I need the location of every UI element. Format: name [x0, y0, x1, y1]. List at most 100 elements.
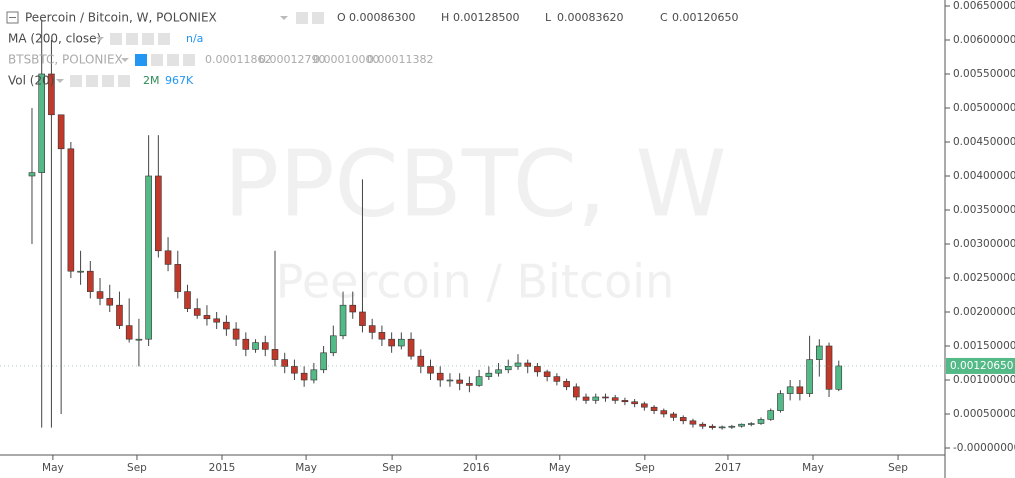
indicator-icon[interactable]	[167, 54, 179, 66]
indicator-name[interactable]: Vol (20)	[8, 74, 54, 88]
candle-body	[524, 362, 532, 367]
y-tick-label: 0.00250000	[953, 272, 1015, 284]
candle-body	[339, 304, 347, 337]
dropdown-arrow[interactable]	[121, 58, 129, 62]
candle-body	[806, 359, 813, 394]
settings-icon[interactable]	[296, 12, 308, 24]
x-tick-label: Sep	[127, 462, 147, 474]
dropdown-arrow[interactable]	[56, 79, 64, 83]
x-tick-label: May	[42, 462, 64, 474]
indicator-value: 0.00012790	[259, 53, 325, 66]
indicator-icon[interactable]	[102, 75, 114, 87]
indicator-icon[interactable]	[142, 33, 154, 45]
candle-body	[203, 315, 211, 320]
y-tick-label: -0.00000000	[953, 442, 1015, 454]
indicator-icon[interactable]	[183, 54, 195, 66]
candle-body	[514, 362, 522, 367]
x-tick-label: 2017	[715, 462, 742, 474]
candle-body	[155, 175, 162, 252]
candle-body	[300, 372, 308, 381]
candle-body	[398, 338, 405, 347]
ohlc-key: L	[545, 11, 552, 24]
indicator-name[interactable]: MA (200, close)	[8, 32, 101, 46]
indicator-icon[interactable]	[126, 33, 138, 45]
last-price-box	[946, 357, 1015, 374]
candle-body	[271, 349, 279, 360]
candle-body	[641, 403, 648, 408]
x-tick-label: May	[295, 462, 317, 474]
candle-body	[495, 369, 502, 374]
candle-body	[796, 386, 804, 394]
y-tick-label: 0.00200000	[953, 306, 1015, 318]
candle-body	[553, 376, 561, 382]
candle-body	[485, 372, 493, 377]
indicator-value: n/a	[186, 32, 203, 45]
indicator-icon[interactable]	[158, 33, 170, 45]
candle-body	[757, 419, 765, 424]
candle-body	[57, 114, 65, 150]
indicator-name[interactable]: BTSBTC, POLONIEX	[8, 53, 123, 67]
candle-body	[504, 366, 512, 371]
candle-body	[116, 304, 123, 326]
candle-body	[436, 372, 444, 381]
candle-body	[77, 270, 84, 273]
candle-body	[135, 338, 143, 341]
indicator-icon[interactable]	[118, 75, 130, 87]
candle-body	[310, 369, 318, 381]
candle-body	[407, 338, 415, 357]
candle-body	[670, 413, 677, 418]
candle-body	[563, 381, 570, 388]
y-tick-label: 0.00150000	[953, 340, 1015, 352]
candle-body	[252, 342, 259, 350]
candle-body	[28, 172, 36, 177]
candle-body	[689, 420, 697, 425]
indicator-value: 2M	[143, 74, 160, 87]
x-tick-label: 2016	[463, 462, 490, 474]
candle-body	[96, 291, 104, 299]
candle-body	[475, 376, 483, 386]
candle-body	[378, 332, 386, 340]
candle-body	[213, 318, 220, 323]
candle-body	[330, 335, 337, 354]
y-tick-label: 0.00600000	[953, 34, 1015, 46]
candle-body	[679, 417, 687, 422]
candle-body	[786, 386, 794, 394]
candle-body	[825, 345, 833, 390]
y-tick-label: 0.00050000	[953, 408, 1015, 420]
x-tick-label: May	[802, 462, 824, 474]
indicator-icon[interactable]	[135, 54, 147, 66]
header: Peercoin / Bitcoin, W, POLONIEX O 0.00086…	[6, 11, 738, 88]
indicator-icon[interactable]	[86, 75, 98, 87]
y-tick-label: 0.00550000	[953, 68, 1015, 80]
symbol-title[interactable]: Peercoin / Bitcoin, W, POLONIEX	[25, 11, 217, 25]
ohlc-value: 0.00083620	[557, 11, 623, 24]
candle-body	[728, 425, 736, 428]
candle-body	[164, 250, 172, 265]
ohlc-key: H	[441, 11, 449, 24]
candle-body	[738, 423, 745, 427]
dropdown-arrow[interactable]	[280, 16, 288, 20]
y-tick-label: 0.00300000	[953, 238, 1015, 250]
indicator-icon[interactable]	[151, 54, 163, 66]
indicator-icon[interactable]	[70, 75, 82, 87]
candle-body	[106, 298, 114, 306]
candle-body	[699, 423, 706, 427]
candle-body	[573, 386, 580, 398]
indicator-icon[interactable]	[110, 33, 122, 45]
candle-body	[534, 366, 541, 373]
candle-body	[291, 366, 298, 374]
candle-body	[193, 308, 201, 316]
x-tick-label: May	[549, 462, 571, 474]
settings-icon[interactable]	[312, 12, 324, 24]
candle-body	[709, 425, 716, 428]
candle-body	[747, 423, 755, 425]
x-tick-label: Sep	[888, 462, 908, 474]
candle-body	[223, 321, 230, 330]
candle-body	[67, 148, 75, 272]
candle-body	[718, 426, 726, 429]
candle-body	[446, 379, 454, 382]
watermark: PPCBTC, W	[224, 130, 727, 237]
dropdown-arrow[interactable]	[96, 37, 104, 41]
collapse-box[interactable]	[6, 11, 19, 24]
